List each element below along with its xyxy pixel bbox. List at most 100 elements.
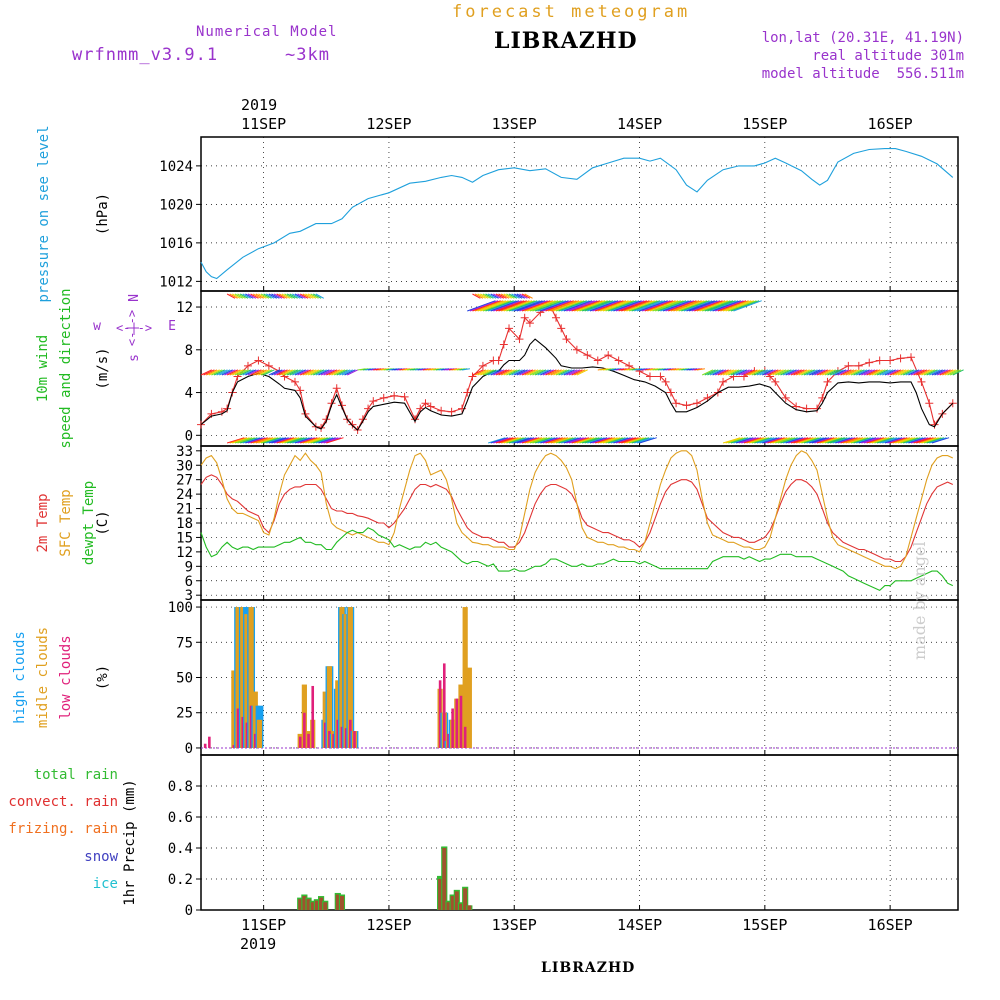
wind-barb xyxy=(529,437,548,444)
low-cloud-bar xyxy=(451,708,454,748)
precip-ytick-label: 0.2 xyxy=(168,872,193,888)
wind-speed-point xyxy=(468,372,477,381)
wind-barb xyxy=(796,437,814,444)
wind-barb xyxy=(733,300,762,312)
wind-barb xyxy=(746,369,758,376)
top-day-label: 15SEP xyxy=(742,115,787,133)
wind-barb xyxy=(717,369,729,376)
wind-barb xyxy=(571,437,590,444)
wind-barb xyxy=(628,437,647,444)
wind-barb xyxy=(500,293,510,299)
wind-barb xyxy=(568,369,581,376)
wind-barb xyxy=(260,369,273,376)
wind-barb xyxy=(503,293,512,299)
wind-barb xyxy=(263,369,275,376)
top-day-label: 13SEP xyxy=(492,115,537,133)
model-label: Numerical Model xyxy=(196,24,338,40)
wind-barb xyxy=(869,369,881,376)
wind-barb xyxy=(255,369,267,376)
wind-barb xyxy=(289,437,308,444)
wind-barb xyxy=(764,369,776,376)
middle-cloud-bar xyxy=(339,607,345,748)
wind-barb xyxy=(232,293,241,299)
wind-barb xyxy=(772,369,784,376)
wind-barb xyxy=(722,437,741,444)
wind-barb xyxy=(900,437,918,444)
wind-barb xyxy=(310,293,319,299)
wind-barb xyxy=(952,369,964,376)
low-cloud-bar xyxy=(298,736,302,748)
wind-barb xyxy=(608,437,626,444)
wind-barb xyxy=(561,300,590,312)
wind-barb xyxy=(600,300,629,312)
wind-barb xyxy=(279,293,288,299)
temperature-ytick-label: 18 xyxy=(176,516,193,532)
wind-barb xyxy=(221,369,233,376)
wind-barb xyxy=(514,369,526,376)
compass-we-arrows: <-|-> xyxy=(116,321,152,335)
compass-n-label: N xyxy=(127,294,142,302)
wind-barb xyxy=(315,293,324,299)
wind-barb xyxy=(250,369,262,376)
wind-barb xyxy=(871,369,883,376)
convect-rain-bar xyxy=(442,848,447,910)
wind-barb xyxy=(540,369,552,376)
wind-barb xyxy=(529,300,559,312)
wind-barb xyxy=(657,300,687,312)
wind-barb xyxy=(649,300,679,312)
wind-barb xyxy=(602,300,632,312)
wind-speed-point xyxy=(515,335,524,344)
wind-speed-point xyxy=(865,358,874,367)
low-cloud-bar xyxy=(311,685,315,748)
low-cloud-bar xyxy=(236,708,240,748)
wind-barb xyxy=(848,437,866,444)
wind-barb xyxy=(503,437,522,444)
wind-speed-point xyxy=(604,351,613,360)
wind-barb xyxy=(775,369,787,376)
wind-barb xyxy=(487,369,500,376)
wind-barb xyxy=(626,300,655,312)
middle-cloud-bar xyxy=(347,607,353,748)
convect-rain-bar xyxy=(467,905,472,910)
precip-legend-item: frizing. rain xyxy=(8,821,118,837)
wind-barb xyxy=(302,369,314,376)
wind-speed-point xyxy=(896,354,905,363)
middle-cloud-bar xyxy=(244,614,250,748)
wind-barb xyxy=(926,369,938,376)
wind-barb xyxy=(916,437,934,444)
wind-barb xyxy=(808,369,821,376)
wind-barb xyxy=(722,300,752,312)
wind-barb xyxy=(323,369,335,376)
wind-barb xyxy=(307,437,326,444)
wind-barb xyxy=(333,369,346,376)
station-title: LIBRAZHD xyxy=(494,28,638,54)
wind-barb xyxy=(720,300,749,312)
wind-barb xyxy=(260,437,279,444)
wind-barb xyxy=(503,369,515,376)
wind-barb xyxy=(840,437,858,444)
wind-speed-point xyxy=(243,361,252,370)
wind-barb xyxy=(762,437,780,444)
wind-barb xyxy=(524,300,554,312)
wind-barb xyxy=(686,300,715,312)
wind-barb xyxy=(219,369,231,376)
wind-barb xyxy=(326,369,338,376)
wind-barb xyxy=(534,437,553,444)
wind-barb xyxy=(477,300,507,312)
wind-barb xyxy=(310,369,322,376)
wind-barb xyxy=(252,369,265,376)
wind-barb xyxy=(594,300,624,312)
bottom-day-label: 15SEP xyxy=(742,916,787,934)
wind-barb xyxy=(735,437,754,444)
wind-barb xyxy=(521,293,531,299)
wind-barb xyxy=(485,300,514,312)
wind-barb xyxy=(286,437,305,444)
wind-barb xyxy=(696,300,726,312)
wind-barb xyxy=(472,300,501,312)
wind-barb xyxy=(876,437,895,444)
middle-cloud-bar xyxy=(462,607,468,748)
wind-barb xyxy=(480,293,489,299)
clouds-ytick-label: 100 xyxy=(168,600,193,616)
wind-barb xyxy=(252,293,262,299)
